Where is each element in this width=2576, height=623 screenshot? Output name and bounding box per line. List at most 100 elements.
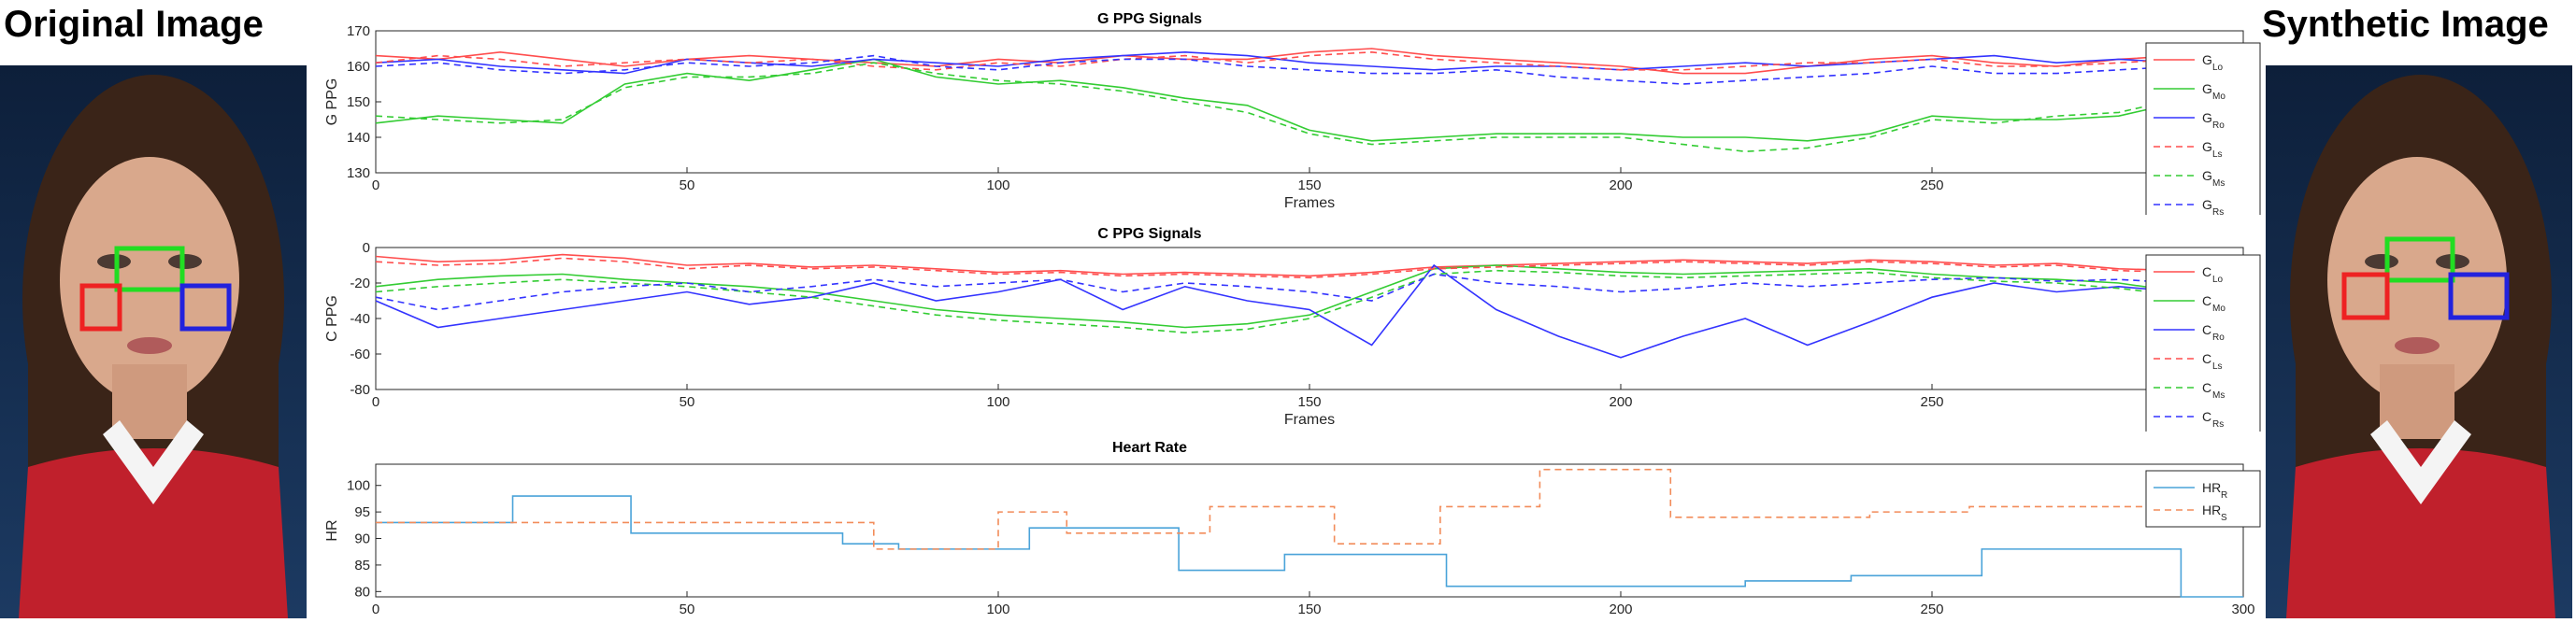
synthetic-image-title: Synthetic Image xyxy=(2262,4,2549,45)
legend-entry-subscript: Lo xyxy=(2212,275,2224,285)
y-tick-label: 100 xyxy=(347,478,370,494)
legend-box xyxy=(2145,470,2261,528)
x-tick-label: 0 xyxy=(372,177,379,193)
legend-entry-subscript: Mo xyxy=(2212,304,2225,314)
x-tick-label: 100 xyxy=(986,394,1009,410)
x-tick-label: 50 xyxy=(680,602,695,617)
x-axis-label: Frames xyxy=(1284,195,1335,211)
legend-entry-subscript: Ls xyxy=(2212,149,2223,160)
x-tick-label: 50 xyxy=(680,394,695,410)
y-tick-label: -60 xyxy=(350,347,370,362)
legend-entry-label: HR xyxy=(2202,503,2221,517)
g-ppg-chart: G PPG Signals 05010015020025030013014015… xyxy=(308,0,2262,221)
legend-entry-subscript: R xyxy=(2221,490,2227,501)
legend-entry-subscript: Mo xyxy=(2212,92,2225,102)
series-line-c-rs xyxy=(375,273,2244,311)
x-tick-label: 0 xyxy=(372,394,379,410)
x-tick-label: 150 xyxy=(1297,394,1321,410)
y-tick-label: 0 xyxy=(363,240,370,256)
x-tick-label: 150 xyxy=(1297,602,1321,617)
x-tick-label: 250 xyxy=(1920,394,1943,410)
y-tick-label: 160 xyxy=(347,59,370,75)
chart-title: C PPG Signals xyxy=(1097,226,1202,242)
y-tick-label: 85 xyxy=(354,558,370,573)
series-line-g-rs xyxy=(375,54,2244,85)
legend-entry-label: C xyxy=(2202,380,2211,395)
legend-entry-subscript: Ls xyxy=(2212,361,2223,372)
y-tick-label: 150 xyxy=(347,94,370,110)
legend-entry-subscript: Ro xyxy=(2212,333,2225,343)
legend-entry-label: C xyxy=(2202,293,2211,308)
original-image-title: Original Image xyxy=(4,4,264,45)
legend-entry-label: G xyxy=(2202,139,2212,154)
series-line-g-ls xyxy=(375,50,2243,71)
y-tick-label: -80 xyxy=(350,382,370,398)
x-axis-label: Frames xyxy=(1284,412,1335,428)
left-cheek-roi-red xyxy=(79,283,122,332)
right-cheek-roi-blue xyxy=(2448,272,2510,320)
y-tick-label: -20 xyxy=(350,276,370,291)
legend-entry-label: G xyxy=(2202,52,2212,67)
x-tick-label: 250 xyxy=(1920,177,1943,193)
y-tick-label: 140 xyxy=(347,130,370,146)
series-line-g-ms xyxy=(375,62,2244,153)
forehead-roi-green xyxy=(114,246,185,292)
legend-entry-label: C xyxy=(2202,264,2211,279)
series-line-hr-r xyxy=(376,495,2243,598)
forehead-roi-green xyxy=(2384,236,2455,283)
series-line-c-ls xyxy=(375,257,2244,279)
legend-entry-label: G xyxy=(2202,168,2212,183)
y-tick-label: 130 xyxy=(347,165,370,181)
series-line-g-mo xyxy=(375,58,2244,142)
legend-entry-label: C xyxy=(2202,409,2211,424)
x-tick-label: 200 xyxy=(1609,177,1632,193)
x-tick-label: 200 xyxy=(1609,602,1632,617)
left-cheek-roi-red xyxy=(2341,272,2390,320)
y-axis-label: HR xyxy=(324,519,340,541)
legend-entry-subscript: Ms xyxy=(2212,178,2225,189)
y-tick-label: 95 xyxy=(354,504,370,520)
original-face-image xyxy=(0,65,307,618)
legend-entry-subscript: Ro xyxy=(2212,120,2225,131)
legend-entry-subscript: Rs xyxy=(2212,207,2224,215)
y-axis-label: G PPG xyxy=(324,78,340,126)
legend-entry-label: HR xyxy=(2202,480,2221,495)
chart-title: Heart Rate xyxy=(1111,440,1188,456)
legend-entry-label: G xyxy=(2202,81,2212,96)
x-tick-label: 0 xyxy=(372,602,379,617)
y-tick-label: 170 xyxy=(347,23,370,39)
legend-entry-subscript: Ms xyxy=(2212,390,2225,401)
series-line-c-ro xyxy=(375,263,2244,359)
legend-entry-label: G xyxy=(2202,110,2212,125)
legend-entry-subscript: Rs xyxy=(2212,419,2224,430)
y-tick-label: 90 xyxy=(354,531,370,547)
legend-box xyxy=(2145,42,2261,221)
series-line-c-lo xyxy=(375,253,2244,277)
x-tick-label: 300 xyxy=(2231,602,2254,617)
x-tick-label: 100 xyxy=(986,602,1009,617)
x-tick-label: 250 xyxy=(1920,602,1943,617)
legend-box xyxy=(2145,254,2261,433)
legend-entry-label: C xyxy=(2202,322,2211,337)
synthetic-face-image xyxy=(2266,65,2572,618)
legend-entry-subscript: Lo xyxy=(2212,63,2224,73)
right-cheek-roi-blue xyxy=(179,283,232,332)
x-tick-label: 150 xyxy=(1297,177,1321,193)
c-ppg-chart: C PPG Signals 050100150200250300-80-60-4… xyxy=(308,215,2262,433)
y-tick-label: -40 xyxy=(350,311,370,327)
plot-frame xyxy=(375,463,2244,598)
heart-rate-chart: Heart Rate 0 50 100 150 200 250 300 80 85 90 95 100… xyxy=(308,432,2262,618)
legend-entry-label: C xyxy=(2202,351,2211,366)
series-line-hr-s xyxy=(376,468,2243,550)
x-tick-label: 50 xyxy=(680,177,695,193)
y-axis-label: C PPG xyxy=(324,295,340,342)
chart-title: G PPG Signals xyxy=(1096,11,1203,27)
legend-entry-subscript: S xyxy=(2221,513,2227,523)
x-tick-label: 200 xyxy=(1609,394,1632,410)
x-tick-label: 100 xyxy=(986,177,1009,193)
g-ppg-plot: 050100150200250300130140150160170FramesG… xyxy=(324,23,2261,221)
plot-frame xyxy=(375,247,2244,390)
legend-entry-label: G xyxy=(2202,197,2212,212)
